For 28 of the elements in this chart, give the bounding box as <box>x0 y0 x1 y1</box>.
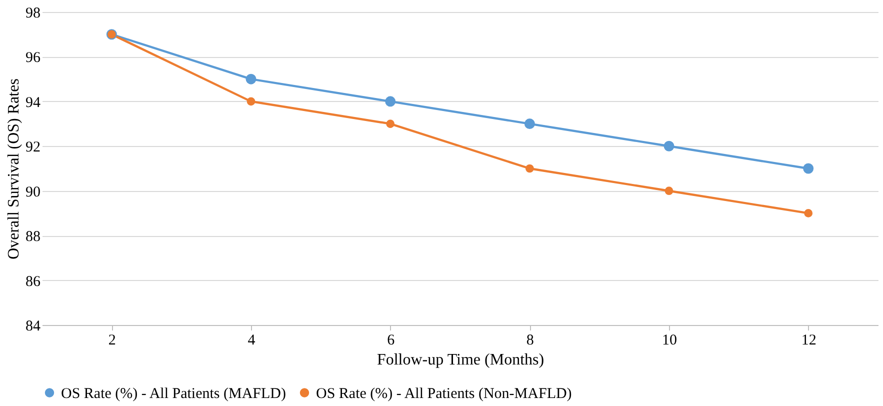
x-tick-label: 2 <box>108 332 116 348</box>
y-tick-label: 94 <box>26 94 41 111</box>
point <box>525 164 534 173</box>
y-tick-label: 86 <box>26 274 41 290</box>
point <box>804 209 813 218</box>
point <box>803 163 814 174</box>
point <box>664 140 674 152</box>
y-tick-label: 92 <box>26 140 40 156</box>
y-tick-label: 84 <box>26 318 41 334</box>
y-tick-label: 96 <box>26 50 41 66</box>
x-tick-label: 10 <box>662 332 677 348</box>
x-tick-label: 12 <box>801 332 816 348</box>
point <box>386 120 395 128</box>
x-tick-label: 4 <box>248 332 256 348</box>
point <box>524 118 535 130</box>
point <box>246 74 256 84</box>
point <box>385 96 396 107</box>
x-axis-title: Follow-up Time (Months) <box>376 352 544 368</box>
x-tick-label: 6 <box>387 332 396 348</box>
y-tick-label: 88 <box>26 229 40 246</box>
legend-label: OS Rate (%) - All Patients (Non-MAFLD) <box>316 386 572 402</box>
legend-label: OS Rate (%) - All Patients (MAFLD) <box>61 386 286 402</box>
point <box>664 186 674 196</box>
y-tick-label: 98 <box>26 6 40 22</box>
point <box>246 97 256 106</box>
y-tick-label: 90 <box>26 184 40 200</box>
x-tick-label: 8 <box>526 332 534 348</box>
y-axis-title: Overall Survival (OS) Rates <box>6 78 22 260</box>
